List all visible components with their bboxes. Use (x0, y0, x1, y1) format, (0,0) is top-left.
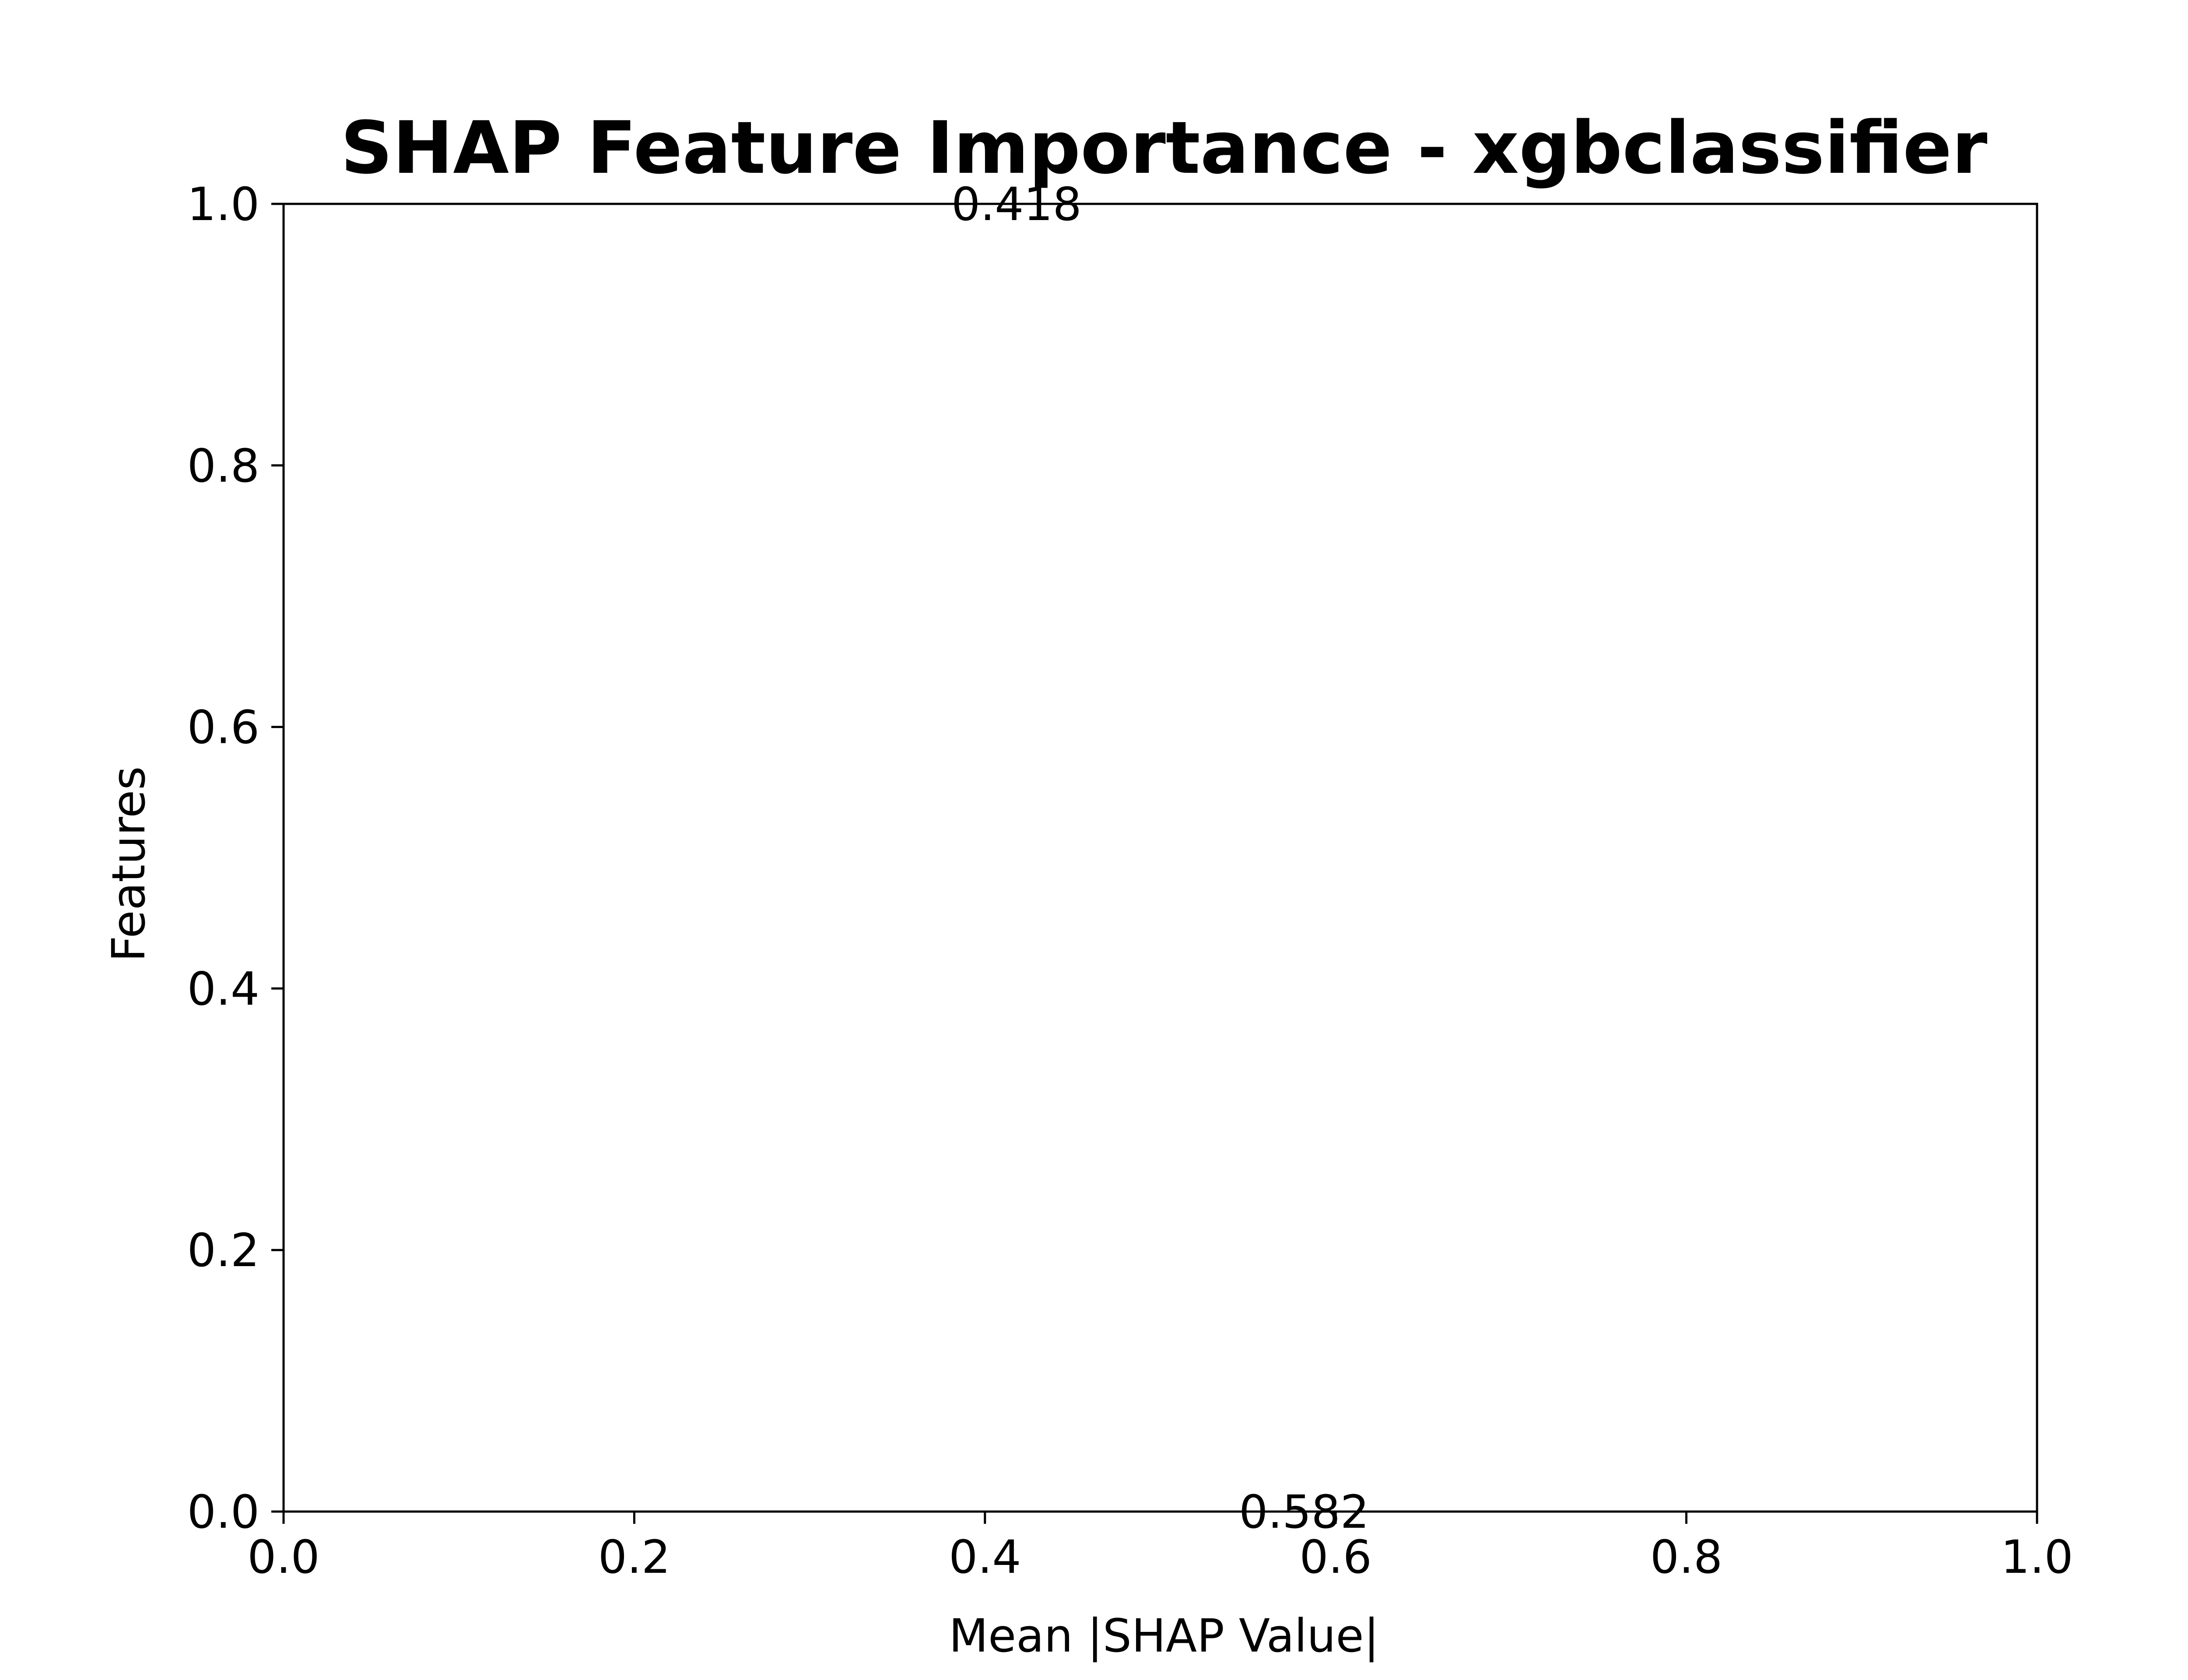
y-tick-label: 0.2 (187, 1224, 259, 1277)
data-label: 0.418 (951, 178, 1082, 231)
y-tick-label: 0.8 (187, 439, 259, 493)
y-tick-label: 0.6 (187, 701, 259, 754)
x-tick-label: 0.6 (1299, 1530, 1371, 1584)
chart-title: SHAP Feature Importance - xgbclassifier (340, 106, 1987, 190)
x-tick-label: 1.0 (2001, 1530, 2073, 1584)
y-tick-label: 0.0 (187, 1485, 259, 1539)
x-tick-label: 0.0 (247, 1530, 319, 1584)
plot-area: 0.0 0.2 0.4 0.6 0.8 1.0 0.0 0.2 0.4 0.6 0.8 1.0 0.… (187, 178, 2073, 1584)
plot-frame (282, 203, 2038, 1513)
data-label: 0.582 (1239, 1485, 1369, 1539)
y-tick-label: 0.4 (187, 962, 259, 1015)
x-axis-label: Mean |SHAP Value| (949, 1609, 1379, 1662)
y-axis: 0.0 0.2 0.4 0.6 0.8 1.0 (187, 178, 284, 1539)
x-axis: 0.0 0.2 0.4 0.6 0.8 1.0 (247, 1512, 2073, 1584)
x-tick-label: 0.4 (949, 1530, 1021, 1584)
x-tick-label: 0.2 (598, 1530, 670, 1584)
y-tick-label: 1.0 (187, 178, 259, 231)
data-labels: 0.582 0.418 (951, 178, 1369, 1539)
y-axis-label: Features (102, 766, 155, 962)
x-tick-label: 0.8 (1650, 1530, 1722, 1584)
